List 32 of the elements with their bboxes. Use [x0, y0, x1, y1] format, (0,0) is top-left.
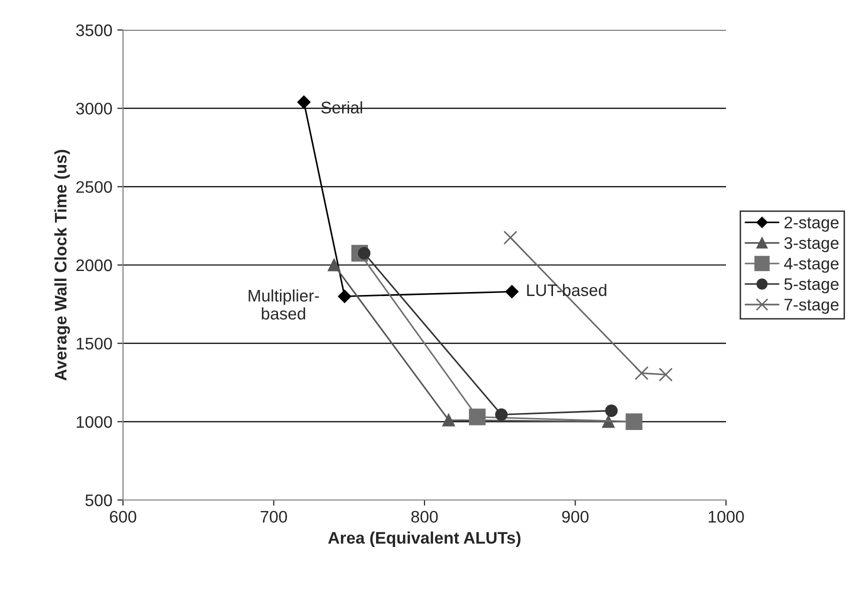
point: [468, 408, 486, 426]
legend-label: 5-stage: [784, 278, 839, 294]
x-tick-label: 900: [562, 510, 589, 523]
point: [658, 368, 673, 382]
point: [495, 408, 508, 421]
point: [626, 413, 642, 430]
point: [634, 366, 649, 380]
y-tick-label: 2500: [76, 181, 112, 193]
point: [297, 95, 310, 109]
legend-label: 2-stage: [784, 216, 839, 232]
x-tick-label: 800: [411, 510, 438, 523]
legend-label: 4-stage: [784, 258, 839, 273]
y-tick-label: 1000: [76, 416, 112, 428]
point: [503, 230, 518, 245]
legend-label: 3-stage: [784, 237, 839, 252]
y-tick-label: 3500: [76, 24, 112, 36]
point: [505, 285, 519, 298]
point: [338, 290, 352, 303]
y-tick-label: 500: [85, 494, 112, 506]
y-tick-label: 2000: [76, 259, 112, 272]
legend-label: 7-stage: [784, 298, 839, 314]
x-tick-label: 600: [110, 510, 136, 523]
y-axis-title: Average Wall Clock Time (us): [54, 150, 70, 381]
x-axis-title: Area (Equivalent ALUTs): [328, 532, 520, 548]
annotation: Multiplier- based: [248, 289, 319, 320]
y-tick-label: 3000: [76, 102, 112, 115]
point: [442, 414, 455, 426]
point: [328, 258, 340, 272]
x-tick-label: 1000: [708, 510, 744, 523]
x-tick-label: 700: [260, 510, 288, 523]
y-tick-label: 1500: [76, 338, 112, 350]
point: [605, 404, 618, 417]
